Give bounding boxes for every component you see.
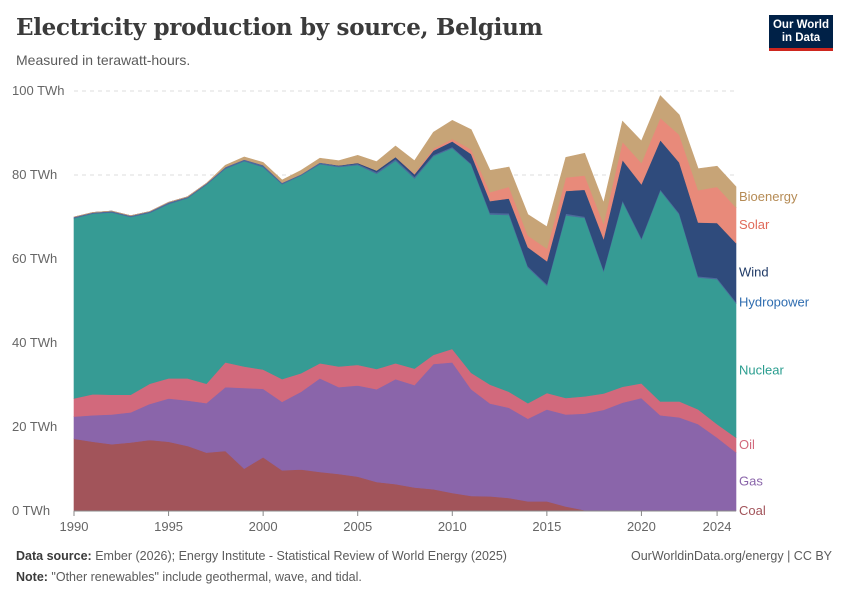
owid-link[interactable]: OurWorldinData.org/energy | CC BY bbox=[630, 549, 832, 563]
logo-line2: in Data bbox=[781, 32, 821, 44]
note-text: "Other renewables" include geothermal, w… bbox=[47, 570, 362, 584]
data-source: Data source: Ember (2026); Energy Instit… bbox=[16, 549, 507, 563]
x-tick-label: 2005 bbox=[343, 519, 372, 534]
x-tick-label: 1990 bbox=[60, 519, 89, 534]
series-label-coal: Coal bbox=[739, 503, 766, 518]
source-text: Ember (2026); Energy Institute - Statist… bbox=[91, 549, 507, 563]
x-tick-label: 2020 bbox=[627, 519, 656, 534]
source-label: Data source: bbox=[16, 549, 92, 563]
note-label: Note: bbox=[16, 570, 48, 584]
chart-subtitle: Measured in terawatt-hours. bbox=[16, 52, 191, 68]
x-tick-label: 2010 bbox=[438, 519, 467, 534]
y-tick-label: 100 TWh bbox=[12, 83, 65, 98]
series-label-hydropower: Hydropower bbox=[739, 295, 810, 310]
chart-title: Electricity production by source, Belgiu… bbox=[16, 14, 543, 41]
series-label-solar: Solar bbox=[739, 217, 770, 232]
y-tick-label: 80 TWh bbox=[12, 167, 57, 182]
x-tick-label: 2015 bbox=[532, 519, 561, 534]
series-label-gas: Gas bbox=[739, 474, 763, 489]
area-bioenergy[interactable] bbox=[73, 95, 737, 249]
series-label-nuclear: Nuclear bbox=[739, 362, 784, 377]
y-tick-label: 60 TWh bbox=[12, 251, 57, 266]
y-tick-label: 20 TWh bbox=[12, 419, 57, 434]
owid-logo[interactable]: Our World in Data bbox=[769, 15, 833, 51]
x-tick-label: 2000 bbox=[249, 519, 278, 534]
series-label-oil: Oil bbox=[739, 437, 755, 452]
y-tick-label: 40 TWh bbox=[12, 335, 57, 350]
chart-note: Note: "Other renewables" include geother… bbox=[16, 570, 362, 584]
x-tick-label: 1995 bbox=[154, 519, 183, 534]
logo-line1: Our World bbox=[772, 19, 829, 31]
y-tick-label: 0 TWh bbox=[12, 503, 50, 518]
series-label-wind: Wind bbox=[739, 264, 769, 279]
x-tick-label: 2024 bbox=[703, 519, 732, 534]
series-label-bioenergy: Bioenergy bbox=[739, 189, 798, 204]
